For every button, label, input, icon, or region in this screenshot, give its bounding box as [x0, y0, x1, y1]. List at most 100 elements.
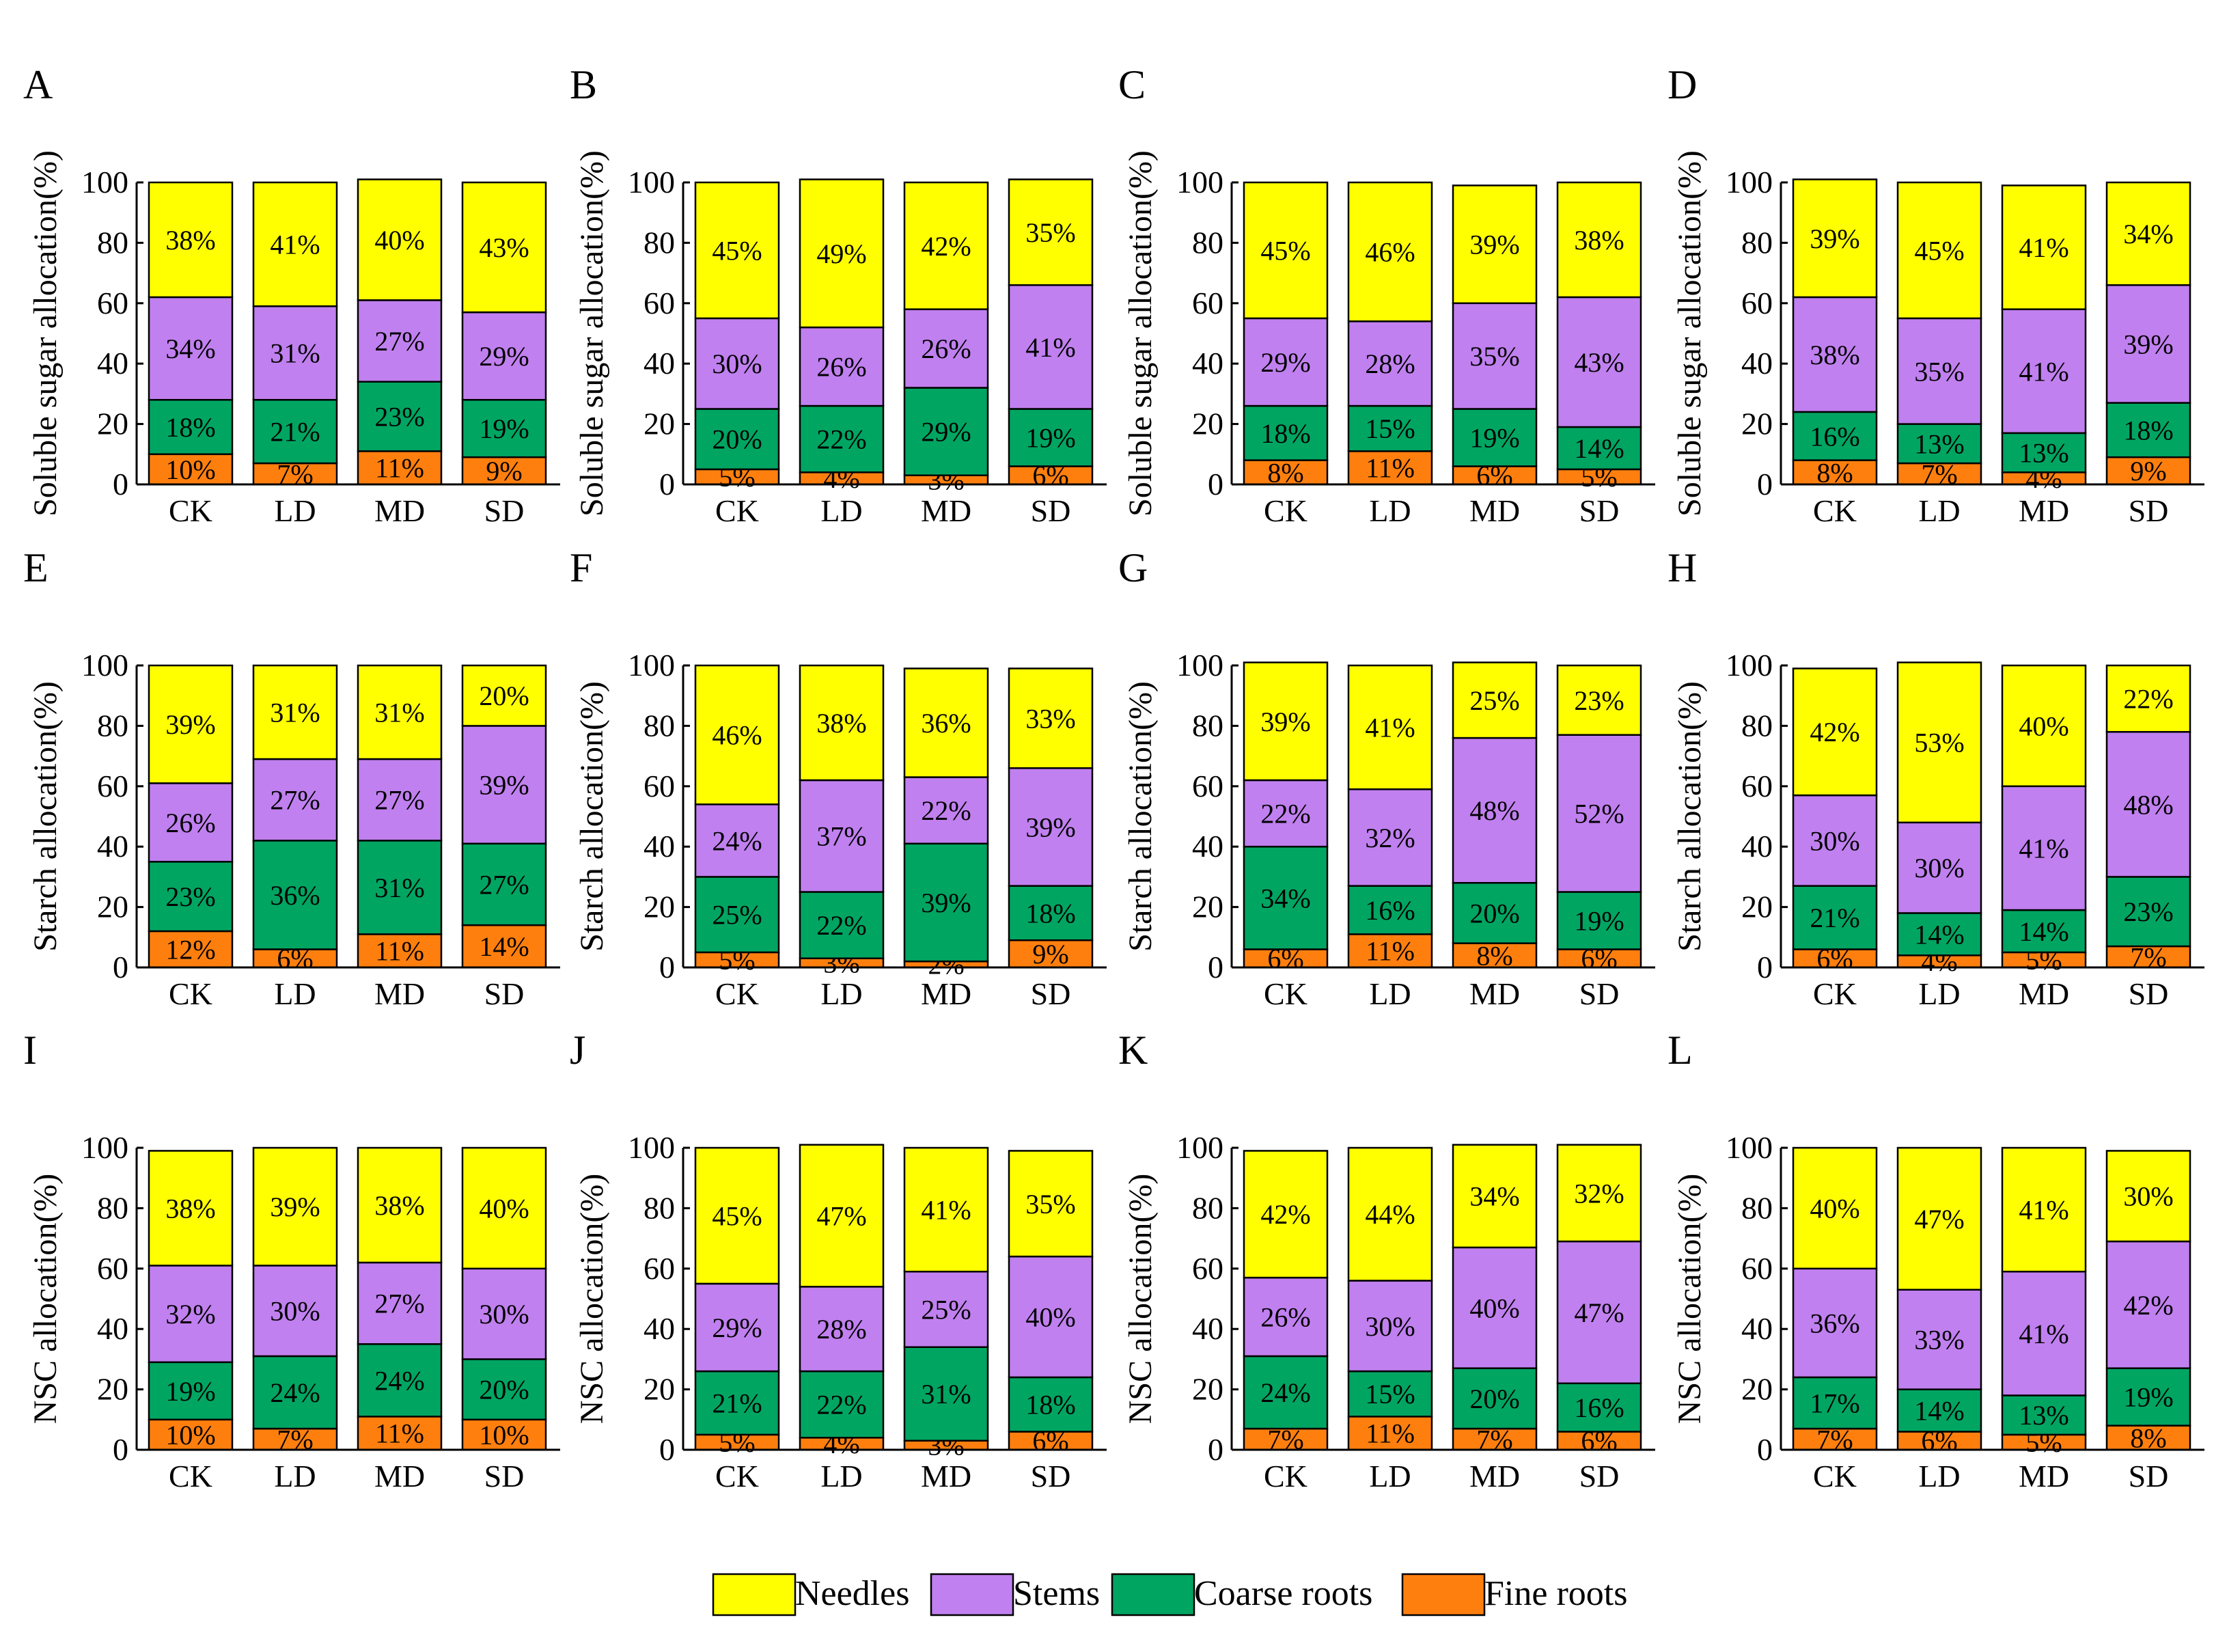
panel-e-ytick-label-60: 60	[97, 769, 128, 803]
panel-j-label-ld-coarse-roots: 22%	[816, 1390, 866, 1420]
panel-g-ytick-label-40: 40	[1192, 829, 1223, 864]
panel-h-letter: H	[1668, 545, 1697, 590]
panel-j-category-md: MD	[921, 1459, 971, 1493]
panel-c-label-ck-coarse-roots: 18%	[1260, 418, 1310, 449]
panel-a-category-sd: SD	[484, 493, 525, 528]
panel-e-category-md: MD	[374, 976, 425, 1011]
panel-f-ytick-label-40: 40	[644, 829, 675, 864]
panel-i-ytick-label-20: 20	[97, 1372, 128, 1407]
panel-g-bar-sd-fine-roots	[1556, 948, 1642, 969]
panel-l-label-sd-fine-roots: 8%	[2130, 1422, 2166, 1453]
panel-d-ytick-label-0: 0	[1757, 467, 1773, 501]
legend-swatch-stems	[930, 1573, 1014, 1616]
panel-b-label-ld-stems: 26%	[816, 352, 866, 383]
panel-k-ytick-label-0: 0	[1208, 1432, 1223, 1467]
panel-f-label-ck-coarse-roots: 25%	[712, 900, 762, 931]
legend-swatch-coarse-roots	[1111, 1573, 1195, 1616]
panel-h-ytick-label-80: 80	[1741, 708, 1773, 743]
panel-b: B Soluble sugar allocation(%) 0 20 40 60 80 100…	[570, 62, 1107, 528]
panel-f-label-md-needles: 36%	[921, 708, 971, 739]
panel-k-label-ld-coarse-roots: 15%	[1365, 1379, 1415, 1409]
panel-l-ytick-label-100: 100	[1726, 1130, 1773, 1165]
panel-j-label-md-stems: 25%	[921, 1294, 971, 1325]
panel-f-bar-md-needles	[903, 667, 989, 778]
panel-a-bar-ck-coarse-roots	[148, 398, 234, 456]
panel-f-label-sd-stems: 39%	[1025, 812, 1075, 842]
panel-b-label-sd-coarse-roots: 19%	[1025, 422, 1075, 453]
panel-c-label-md-stems: 35%	[1469, 341, 1519, 372]
panel-c: C Soluble sugar allocation(%) 0 20 40 60 80 100…	[1118, 62, 1655, 528]
panel-d-bar-ld-stems	[1896, 317, 1982, 425]
panel-d-letter: D	[1668, 62, 1697, 107]
panel-c-bar-md-stems	[1452, 302, 1538, 410]
panel-l-bar-ld-stems	[1896, 1289, 1982, 1390]
panel-a-bar-ld-fine-roots	[252, 462, 338, 486]
panel-e-ylabel: Starch allocation(%)	[27, 681, 64, 952]
panel-c-bar-sd-stems	[1556, 296, 1642, 428]
panel-a-label-sd-stems: 29%	[479, 341, 529, 372]
panel-l-bar-ld-needles	[1896, 1146, 1982, 1291]
panel-k-label-ld-stems: 30%	[1365, 1311, 1415, 1342]
panel-f-ylabel: Starch allocation(%)	[574, 681, 610, 952]
panel-i-bar-md-fine-roots	[357, 1416, 443, 1451]
panel-j-bar-ck-stems	[694, 1282, 780, 1373]
panel-b-bar-ld-needles	[799, 178, 885, 329]
panel-l-bar-sd-needles	[2105, 1150, 2191, 1243]
panel-j-bar-sd-coarse-roots	[1008, 1376, 1094, 1433]
panel-a-label-md-stems: 27%	[374, 326, 424, 357]
panel-f-bar-ck-needles	[694, 664, 780, 806]
panel-b-ytick-label-40: 40	[644, 346, 675, 381]
panel-a-label-ck-stems: 34%	[165, 333, 215, 364]
panel-d-label-sd-needles: 34%	[2123, 219, 2173, 249]
panel-c-label-md-needles: 39%	[1469, 230, 1519, 260]
panel-c-bar-ld-coarse-roots	[1347, 404, 1433, 452]
panel-i-label-ck-fine-roots: 10%	[165, 1420, 215, 1450]
panel-g-bar-ld-stems	[1347, 788, 1433, 887]
panel-g-bar-ck-coarse-roots	[1243, 845, 1329, 950]
panel-c-ytick-label-80: 80	[1192, 225, 1223, 260]
panel-j-label-md-coarse-roots: 31%	[921, 1379, 971, 1409]
panel-j-bar-ld-needles	[799, 1144, 885, 1288]
panel-b-label-ld-coarse-roots: 22%	[816, 424, 866, 455]
panel-i-label-sd-coarse-roots: 20%	[479, 1375, 529, 1405]
panel-f-bar-ld-needles	[799, 664, 885, 782]
panel-i-label-md-needles: 38%	[374, 1190, 424, 1221]
panel-d-ytick-label-80: 80	[1741, 225, 1773, 260]
panel-j-bar-ld-stems	[799, 1286, 885, 1373]
panel-c-label-ld-coarse-roots: 15%	[1365, 413, 1415, 444]
panel-i-label-sd-stems: 30%	[479, 1299, 529, 1330]
panel-e-label-sd-needles: 20%	[479, 680, 529, 711]
panel-f-ytick-label-100: 100	[628, 648, 675, 683]
panel-l-label-ck-stems: 36%	[1810, 1308, 1859, 1338]
panel-j-ytick-label-20: 20	[644, 1372, 675, 1407]
panel-k-bar-sd-needles	[1556, 1144, 1642, 1243]
panel-a-label-ld-coarse-roots: 21%	[270, 417, 320, 448]
panel-k-bar-md-stems	[1452, 1246, 1538, 1369]
panel-h-category-ck: CK	[1813, 976, 1857, 1011]
panel-j-label-md-needles: 41%	[921, 1195, 971, 1226]
panel-j-label-ld-needles: 47%	[816, 1200, 866, 1231]
panel-h-ytick-label-60: 60	[1741, 769, 1773, 803]
panel-h-bar-ld-stems	[1896, 821, 1982, 914]
panel-g-bar-ld-needles	[1347, 664, 1433, 790]
panel-h-label-ck-coarse-roots: 21%	[1810, 903, 1859, 933]
panel-d-label-ld-stems: 35%	[1914, 356, 1964, 387]
panel-a-label-md-fine-roots: 11%	[375, 453, 424, 484]
panel-f-bar-md-coarse-roots	[903, 842, 989, 963]
panel-g-bar-ck-needles	[1243, 661, 1329, 782]
panel-e-label-ck-stems: 26%	[165, 808, 215, 838]
legend-label-coarse-roots: Coarse roots	[1194, 1574, 1372, 1613]
panel-k-label-ck-stems: 26%	[1260, 1302, 1310, 1333]
panel-e-label-sd-fine-roots: 14%	[479, 931, 529, 962]
panel-c-label-ck-stems: 29%	[1260, 347, 1310, 378]
panel-i-ytick-label-40: 40	[97, 1311, 128, 1346]
panel-l-bar-sd-stems	[2105, 1240, 2191, 1369]
panel-h-label-ck-needles: 42%	[1810, 717, 1859, 747]
panel-h-ylabel: Starch allocation(%)	[1672, 681, 1708, 952]
panel-g-bar-sd-needles	[1556, 664, 1642, 736]
panel-e-label-sd-stems: 39%	[479, 770, 529, 801]
panel-g-label-md-needles: 25%	[1469, 685, 1519, 716]
panel-f-bar-sd-coarse-roots	[1008, 885, 1094, 941]
panel-c-ylabel: Soluble sugar allocation(%)	[1122, 150, 1159, 517]
